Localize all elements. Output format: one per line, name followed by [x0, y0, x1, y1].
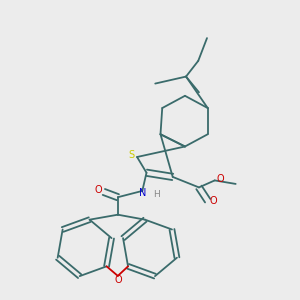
Text: O: O [217, 174, 224, 184]
Text: O: O [94, 185, 102, 195]
Text: N: N [139, 188, 147, 198]
Text: S: S [129, 150, 135, 160]
Text: O: O [114, 275, 122, 285]
Text: H: H [153, 190, 160, 199]
Text: O: O [209, 196, 217, 206]
